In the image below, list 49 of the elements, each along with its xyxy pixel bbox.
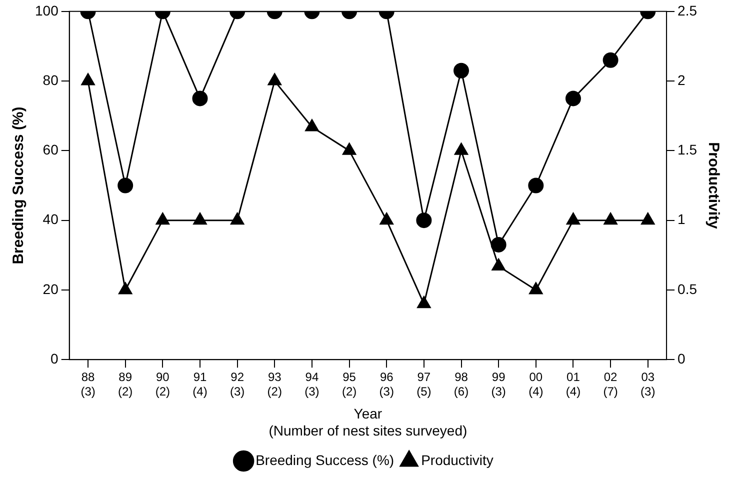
y-tick-label: 40 — [42, 211, 59, 228]
point — [417, 296, 431, 308]
y2-tick-label: 1.5 — [678, 142, 698, 158]
y2-axis-title: Productivity — [704, 142, 722, 230]
point — [268, 73, 282, 86]
point — [156, 212, 170, 225]
point — [118, 282, 132, 294]
x-tick-label: 03 (3) — [640, 370, 656, 399]
x-tick-label: 93 (2) — [267, 370, 282, 399]
x-tick-label: 99 (3) — [491, 370, 506, 399]
y2-tick-label: 2 — [678, 72, 686, 88]
point — [454, 142, 468, 155]
x-tick-label: 98 (6) — [454, 370, 469, 399]
point — [193, 212, 207, 225]
x-tick-label: 92 (3) — [230, 370, 245, 399]
x-tick-label: 00 (4) — [528, 370, 544, 399]
y2-tick-label: 1 — [678, 211, 686, 228]
x-tick-label: 95 (2) — [342, 370, 357, 399]
point — [305, 119, 319, 132]
point — [342, 142, 356, 155]
y-axis-title: Breeding Success (%) — [10, 106, 28, 264]
y-tick-label: 60 — [42, 142, 59, 158]
legend-label: Breeding Success (%) — [256, 452, 394, 468]
point — [529, 282, 543, 294]
legend-label: Productivity — [421, 452, 494, 468]
point — [380, 212, 394, 225]
y-tick-label: 100 — [35, 2, 59, 18]
y-tick-label: 0 — [50, 350, 59, 366]
x-tick-label: 89 (2) — [118, 370, 133, 399]
y-tick-label: 80 — [42, 72, 59, 88]
y2-tick-label: 2.5 — [678, 2, 698, 18]
x-tick-label: 94 (3) — [304, 370, 320, 399]
x-axis-title: Year (Number of nest sites surveyed) — [268, 406, 468, 438]
x-tick-label: 91 (4) — [192, 370, 208, 399]
point — [566, 212, 580, 225]
x-tick-label: 90 (2) — [155, 370, 170, 399]
x-tick-label: 96 (3) — [379, 370, 394, 399]
y-tick-label: 20 — [42, 280, 59, 297]
y2-tick-label: 0.5 — [678, 280, 698, 297]
point — [492, 258, 506, 271]
x-tick-label: 02 (7) — [603, 370, 618, 399]
y2-tick-label: 0 — [678, 350, 686, 366]
point — [641, 212, 655, 225]
point — [81, 73, 95, 86]
x-tick-label: 97 (5) — [416, 370, 432, 399]
point — [230, 212, 244, 225]
x-tick-label: 01 (4) — [566, 370, 581, 399]
x-tick-label: 88 (3) — [80, 370, 96, 399]
point — [604, 212, 618, 225]
